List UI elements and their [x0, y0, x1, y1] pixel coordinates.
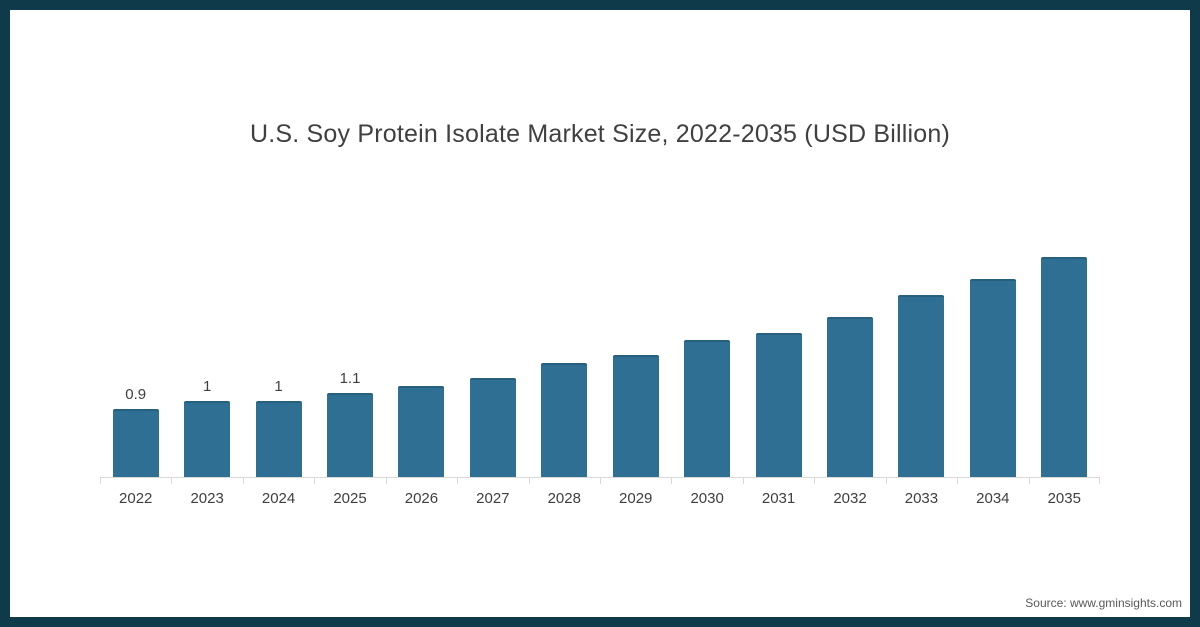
- x-axis-tick: [1029, 478, 1030, 484]
- x-axis-line: [100, 477, 1100, 478]
- bar-2035: [1041, 257, 1088, 477]
- x-axis-tick: [743, 478, 744, 484]
- bar-2032: [827, 317, 873, 477]
- bar-2027: [469, 378, 516, 477]
- x-tick-label-2026: 2026: [404, 490, 439, 507]
- bar-2026: [398, 386, 445, 477]
- x-tick-label-2024: 2024: [261, 490, 296, 507]
- plot-area: 0.9 1 1 1.1: [100, 248, 1100, 484]
- bar-2023: [184, 401, 231, 477]
- x-axis-tick: [100, 478, 101, 484]
- bar-2033: [898, 295, 945, 477]
- x-tick-label-2025: 2025: [333, 490, 367, 507]
- bar-value-label-2025: 1.1: [339, 370, 361, 387]
- bar-2029: [612, 355, 659, 477]
- x-tick-label-2029: 2029: [619, 490, 653, 507]
- bar-2030: [684, 340, 731, 477]
- x-axis-tick: [314, 478, 315, 484]
- x-axis-tick: [600, 478, 601, 484]
- x-axis-tick: [814, 478, 815, 484]
- bar-value-label-2023: 1: [202, 378, 212, 395]
- x-axis-tick: [1099, 478, 1100, 484]
- x-tick-label-2027: 2027: [476, 490, 510, 507]
- x-axis-tick: [529, 478, 530, 484]
- bar-value-label-2024: 1: [274, 378, 283, 395]
- bar-2025: [327, 393, 373, 477]
- chart-title: U.S. Soy Protein Isolate Market Size, 20…: [249, 120, 950, 148]
- bar-2022: [112, 409, 159, 477]
- x-axis-tick: [957, 478, 958, 484]
- x-axis-tick: [243, 478, 244, 484]
- x-tick-label-2034: 2034: [976, 490, 1010, 507]
- x-tick-label-2028: 2028: [547, 490, 581, 507]
- x-tick-label-2035: 2035: [1047, 490, 1081, 507]
- bar-2028: [541, 363, 588, 477]
- x-axis-tick: [457, 478, 458, 484]
- bar-value-label-2022: 0.9: [125, 386, 147, 403]
- x-tick-label-2033: 2033: [904, 490, 939, 507]
- x-axis-tick: [171, 478, 172, 484]
- x-tick-label-2031: 2031: [761, 490, 796, 507]
- source-text: Source: www.gminsights.com: [1025, 596, 1182, 610]
- x-axis-tick: [671, 478, 672, 484]
- x-axis-tick: [386, 478, 387, 484]
- x-tick-label-2032: 2032: [833, 490, 867, 507]
- x-axis-tick: [886, 478, 887, 484]
- x-tick-label-2023: 2023: [190, 490, 224, 507]
- bar-2024: [255, 401, 302, 477]
- x-tick-label-2022: 2022: [119, 490, 153, 507]
- bar-2031: [755, 333, 802, 477]
- bar-2034: [969, 279, 1016, 477]
- x-tick-label-2030: 2030: [690, 490, 724, 507]
